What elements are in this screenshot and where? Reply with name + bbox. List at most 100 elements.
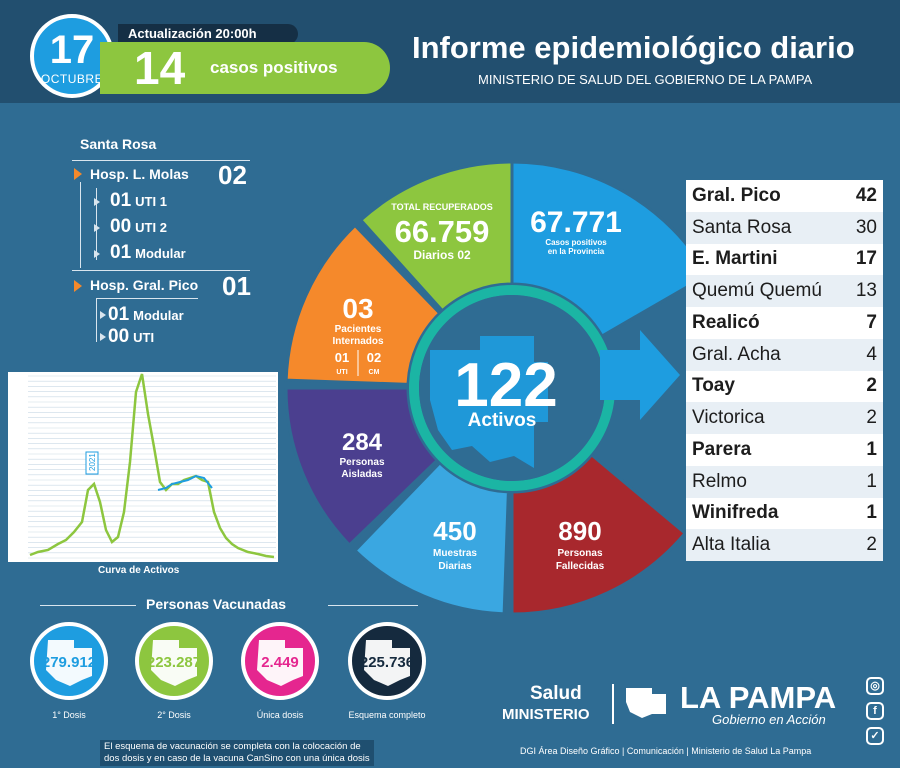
locality-name: Santa Rosa [692, 216, 792, 238]
hospital-name: Hosp. L. Molas [90, 166, 189, 182]
samples-segment [352, 460, 510, 616]
locality-count: 7 [866, 311, 877, 333]
locality-count: 2 [866, 534, 877, 556]
inpatients-label-2: Internados [332, 336, 384, 347]
cases-banner: 14 casos positivos [100, 42, 390, 94]
isolated-segment [284, 386, 440, 548]
locality-name: Gral. Acha [692, 343, 781, 365]
year-tag: 2021 [88, 453, 97, 471]
table-row: Gral. Pico 42 [686, 180, 883, 212]
arrow-icon [600, 330, 680, 420]
recovered-value: 66.759 [395, 214, 490, 249]
vaccine-footnote: El esquema de vacunación se completa con… [100, 740, 374, 766]
chart-label: Curva de Activos [98, 565, 180, 576]
map-icon [430, 336, 548, 468]
active-curve-chart: 2021 [8, 372, 278, 562]
brand-gobierno: Gobierno en Acción [712, 712, 826, 727]
divider [328, 605, 418, 606]
isolated-label-1: Personas [339, 457, 384, 468]
tree-line [80, 182, 81, 268]
positives-label-1: Casos positivos [545, 238, 607, 247]
deceased-label-2: Fallecidas [556, 561, 605, 572]
vaccine-value: 223.287 [146, 654, 202, 671]
locality-count: 17 [855, 248, 877, 270]
divider [72, 160, 250, 161]
locality-name: Quemú Quemú [692, 280, 822, 302]
table-row: Relmo 1 [686, 465, 883, 498]
arrow-icon [94, 198, 100, 206]
locality-name: Realicó [692, 311, 760, 333]
ward-item: 01 Modular [110, 242, 186, 263]
vaccine-value: 225.736 [359, 654, 415, 671]
locality-name: Parera [692, 438, 752, 460]
locality-count: 1 [866, 502, 877, 524]
locality-count: 30 [855, 216, 877, 238]
samples-label-1: Muestras [433, 548, 477, 559]
year-tag-box [85, 451, 99, 475]
map-icon [257, 640, 303, 686]
gridlines [28, 375, 276, 559]
cases-label: casos positivos [210, 58, 338, 77]
table-row: E. Martini 17 [686, 244, 883, 276]
map-icon [364, 640, 410, 686]
locality-count: 2 [866, 407, 877, 429]
vaccinated-title: Personas Vacunadas [146, 596, 287, 612]
locality-name: Winifreda [692, 502, 779, 524]
locality-count: 2 [866, 375, 877, 397]
arrow-icon [100, 311, 106, 319]
samples-label-2: Diarias [438, 561, 472, 572]
tree-line [96, 298, 97, 342]
table-row: Realicó 7 [686, 307, 883, 339]
inpatients-segment [284, 223, 442, 386]
active-label: Activos [468, 410, 537, 431]
locality-count: 42 [855, 184, 877, 206]
twitter-icon[interactable]: ✓ [866, 727, 884, 745]
arrow-icon [74, 168, 82, 180]
ward-item: 01 Modular [108, 304, 184, 325]
facebook-icon[interactable]: f [866, 702, 884, 720]
isolated-label-2: Aisladas [341, 469, 383, 480]
divider [40, 605, 136, 606]
deceased-value: 890 [558, 516, 601, 546]
brand-salud: Salud [530, 683, 582, 704]
vaccine-label: 2° Dosis [157, 710, 191, 720]
curve-line [29, 373, 275, 559]
locality-count: 1 [866, 470, 877, 492]
locality-name: E. Martini [692, 248, 778, 270]
vaccine-badge: 2.449 [241, 622, 319, 700]
deceased-label-1: Personas [557, 548, 602, 559]
table-row: Alta Italia 2 [686, 529, 883, 561]
table-row: Santa Rosa 30 [686, 211, 883, 244]
inpatients-uti-label: UTI [336, 369, 347, 376]
samples-value: 450 [433, 516, 476, 546]
recovered-heading: TOTAL RECUPERADOS [391, 202, 493, 212]
instagram-icon[interactable]: ◎ [866, 677, 884, 695]
locality-count: 1 [866, 438, 877, 460]
page-title: Informe epidemiológico diario [412, 30, 855, 65]
arrow-icon [94, 224, 100, 232]
table-row: Parera 1 [686, 434, 883, 466]
positives-label-2: en la Provincia [548, 247, 605, 256]
divider [72, 270, 250, 271]
locality-count: 4 [866, 343, 877, 365]
vaccine-label: 1° Dosis [52, 710, 86, 720]
date-month: OCTUBRE [40, 72, 104, 86]
curve-overlay [157, 474, 213, 491]
cases-number: 14 [134, 42, 186, 94]
deceased-segment [510, 452, 688, 616]
update-time: Actualización 20:00h [118, 24, 298, 44]
inpatients-cm-label: CM [369, 369, 380, 376]
isolated-value: 284 [342, 429, 383, 456]
active-value: 122 [454, 351, 557, 420]
vaccine-badge: 223.287 [135, 622, 213, 700]
ward-item: 00 UTI [108, 326, 155, 347]
date-day: 17 [49, 28, 95, 72]
hospital-total: 01 [222, 271, 251, 301]
vaccine-badge: 279.912 [30, 622, 108, 700]
locality-name: Alta Italia [692, 534, 771, 556]
ward-item: 00 UTI 2 [110, 216, 167, 237]
inpatients-uti: 01 [335, 350, 349, 365]
inpatients-value: 03 [342, 293, 373, 324]
vaccine-value: 2.449 [261, 654, 299, 671]
brand-la-pampa: LA PAMPA [680, 680, 837, 715]
